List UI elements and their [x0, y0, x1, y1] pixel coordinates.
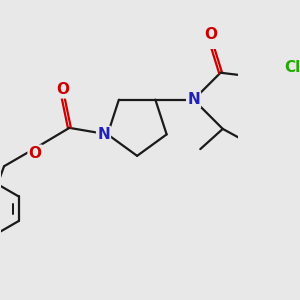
Text: N: N [187, 92, 200, 107]
Text: O: O [28, 146, 42, 161]
Text: O: O [204, 27, 217, 42]
Text: O: O [56, 82, 69, 98]
Text: N: N [97, 127, 110, 142]
Text: Cl: Cl [284, 59, 300, 74]
